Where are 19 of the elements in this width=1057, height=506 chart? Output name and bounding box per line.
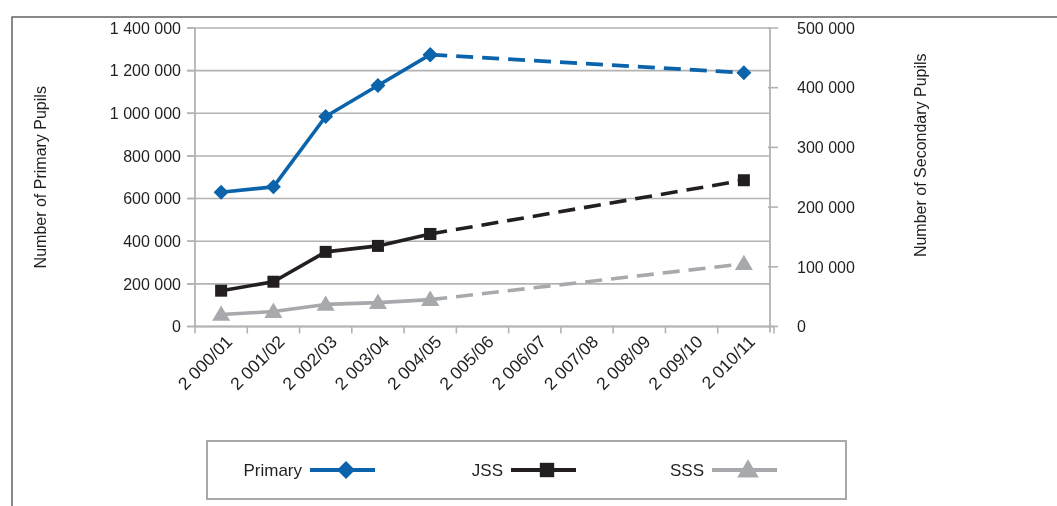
legend-label: SSS [669,460,704,480]
y-tick-label: 400 000 [123,232,182,250]
y2-tick-label: 300 000 [797,139,855,157]
y-tick-label: 1 000 000 [109,105,182,123]
y-axis-title: Number of Primary Pupils [31,86,49,269]
y-tick-label: 1 400 000 [109,19,182,37]
y2-tick-label: 200 000 [797,198,855,216]
y2-tick-label: 100 000 [797,258,855,276]
y2-axis-title: Number of Secondary Pupils [911,53,929,258]
y-tick-label: 1 200 000 [109,62,182,80]
y2-tick-label: 400 000 [797,79,855,97]
legend-label: JSS [471,460,503,480]
y2-tick-label: 0 [797,318,806,336]
y-tick-label: 800 000 [123,147,182,165]
y-tick-label: 600 000 [123,190,182,208]
legend-label: Primary [243,460,303,480]
y-tick-label: 200 000 [123,275,182,293]
y2-tick-label: 500 000 [797,19,855,37]
y-tick-label: 0 [172,318,182,336]
